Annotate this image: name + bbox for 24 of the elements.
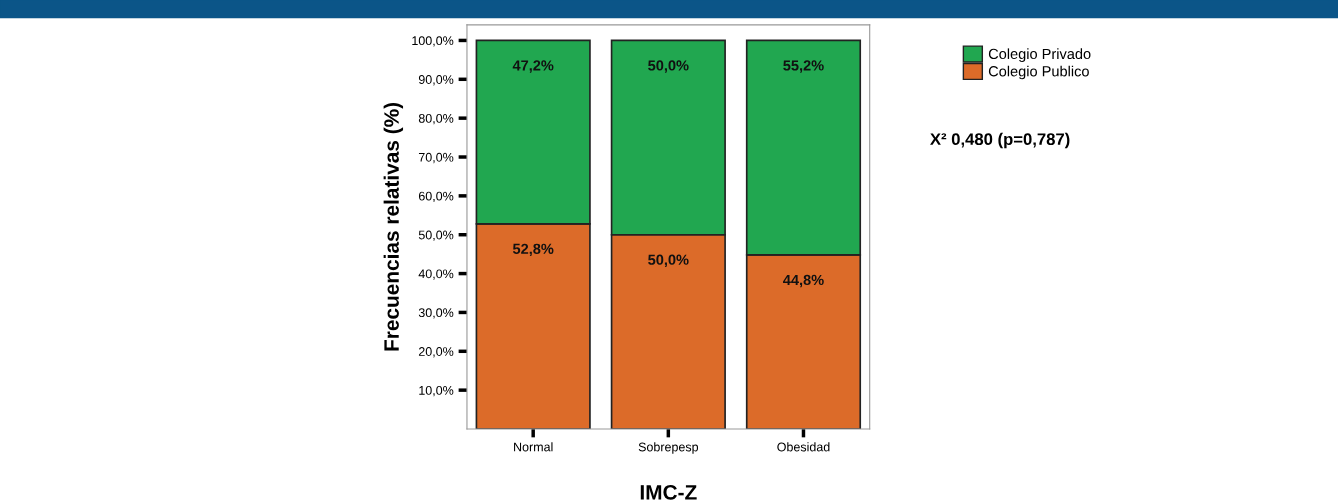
x-tick-label: Normal: [514, 442, 553, 452]
y-tick-label: 40,0%: [418, 269, 454, 280]
legend-label: Colegio Privado: [988, 48, 1091, 62]
data-label: 44,8%: [783, 274, 824, 288]
y-tick-label: 50,0%: [418, 230, 454, 241]
data-label: 47,2%: [512, 60, 554, 73]
x-tick-label: Sobrepesp: [638, 442, 699, 454]
data-label: 52,8%: [512, 243, 554, 257]
legend-label: Colegio Publico: [988, 65, 1089, 80]
y-tick-label: 20,0%: [418, 347, 454, 358]
data-label: 50,0%: [648, 60, 689, 73]
y-tick-label: 100,0%: [412, 36, 454, 47]
y-tick-label: 90,0%: [418, 75, 454, 86]
y-tick-label: 70,0%: [418, 152, 454, 164]
y-tick-label: 30,0%: [418, 308, 454, 319]
y-tick-label: 80,0%: [418, 113, 454, 125]
x-axis-title: IMC-Z: [640, 484, 697, 500]
data-label: 50,0%: [648, 254, 689, 267]
y-tick-label: 10,0%: [419, 385, 454, 397]
x-tick-label: Obesidad: [777, 442, 830, 452]
data-label: 55,2%: [783, 60, 824, 73]
y-tick-label: 60,0%: [418, 191, 454, 202]
text: X² 0,480 (p=0,787): [930, 132, 1070, 149]
y-axis-title: Frecuencias relativas (%): [383, 102, 404, 351]
